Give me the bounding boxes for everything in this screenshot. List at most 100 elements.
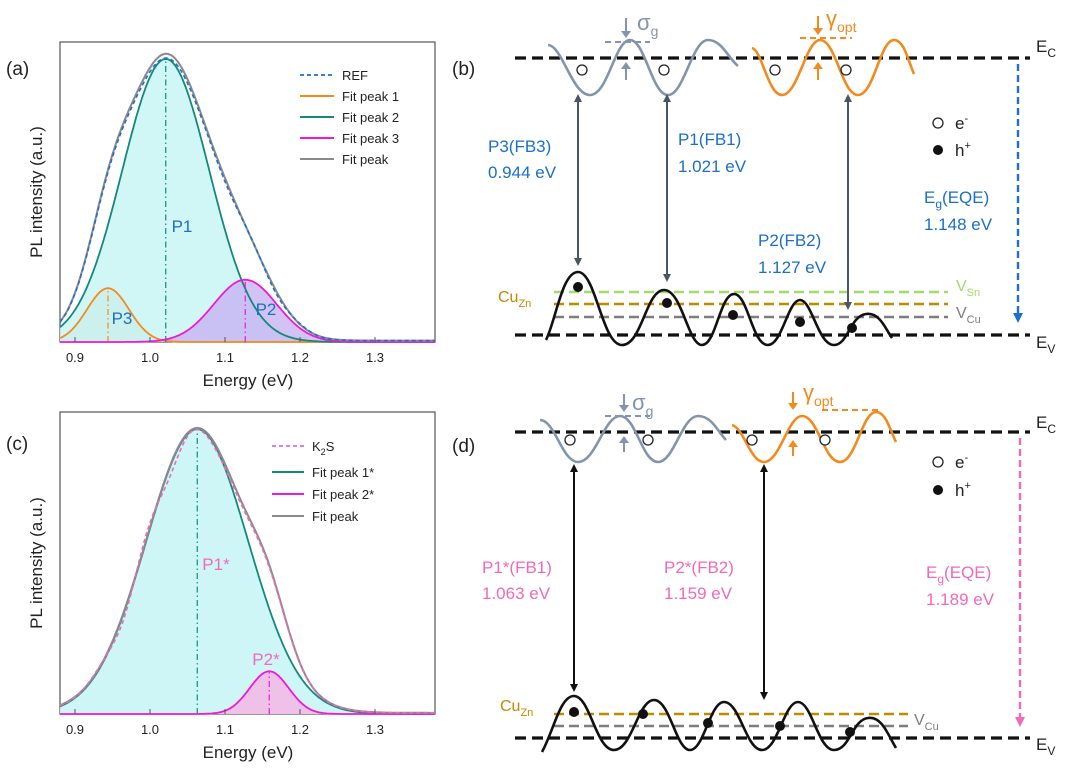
- x-tick-label: 1.0: [141, 350, 159, 365]
- legend-electron: e-: [955, 113, 968, 133]
- electron-d-2: [642, 434, 654, 446]
- gamma-label-d: γopt: [803, 380, 834, 409]
- x-tick-label: 1.0: [141, 722, 159, 737]
- transition-p2-energy: 1.127 eV: [758, 258, 827, 277]
- panel-a-plot: [59, 52, 435, 343]
- legend-hole-symbol-d: [933, 485, 943, 495]
- series-line-measured: [59, 57, 435, 342]
- panel-c-xlabel: Energy (eV): [203, 743, 294, 762]
- transition-p1-energy: 1.021 eV: [678, 157, 747, 176]
- panel-a: (a) 0.9 1.0 1.1 1.2 1.3 Energy (eV) PL inten…: [6, 41, 436, 390]
- peak-label-p2: P2: [256, 300, 277, 319]
- peak-fill-2: [60, 671, 435, 714]
- vcu-label: VCu: [956, 305, 981, 326]
- bandgap-value: 1.148 eV: [924, 215, 993, 234]
- gaussian-cb-tail-gray: [547, 38, 739, 97]
- series-line-fit-peak-sum: [59, 426, 435, 714]
- peak-label-p3: P3: [112, 309, 133, 328]
- panel-c: (c) 0.9 1.0 1.1 1.2 1.3 Energy (eV) PL inten…: [6, 411, 436, 762]
- sigma-arrowhead-down: [621, 31, 631, 38]
- hole-d-1: [569, 707, 579, 717]
- sigma-arrowhead-up: [621, 62, 631, 69]
- x-tick-label: 0.9: [66, 722, 84, 737]
- legend-fit-peak-2: Fit peak 2: [342, 110, 399, 125]
- x-tick-label: 0.9: [66, 350, 84, 365]
- hole-1: [573, 282, 583, 292]
- panel-d: (d) EC EV σg γopt e- h+ CuZn VCu: [452, 380, 1056, 758]
- peak-label-p1-star: P1*: [202, 555, 230, 574]
- legend-fit-peak-c: Fit peak: [312, 509, 359, 524]
- vsn-label: VSn: [956, 278, 980, 299]
- gamma-label: γopt: [826, 6, 857, 35]
- x-tick-label: 1.1: [216, 722, 234, 737]
- panel-b-letter: (b): [452, 59, 475, 80]
- gamma-arrowhead-down-d: [788, 403, 798, 410]
- panel-d-letter: (d): [452, 436, 475, 457]
- cuzn-label-d: CuZn: [500, 698, 533, 719]
- electron-d-3: [746, 434, 758, 446]
- transition-p2-star-name: P2*(FB2): [664, 558, 734, 577]
- ev-label: EV: [1036, 333, 1055, 356]
- legend-ref: REF: [342, 68, 368, 83]
- electron-2: [658, 64, 670, 76]
- panel-a-letter: (a): [6, 59, 29, 80]
- ev-label-d: EV: [1036, 735, 1055, 758]
- peak-label-p2-star: P2*: [252, 650, 280, 669]
- cuzn-label: CuZn: [498, 289, 531, 310]
- transition-p3-energy: 0.944 eV: [488, 163, 557, 182]
- panel-c-ticks: 0.9 1.0 1.1 1.2 1.3: [66, 709, 384, 737]
- transition-p2-name: P2(FB2): [758, 231, 821, 250]
- ec-label: EC: [1036, 37, 1056, 60]
- gaussian-cb-tail-orange: [751, 38, 916, 97]
- legend-fit-peak-1: Fit peak 1: [342, 89, 399, 104]
- x-tick-label: 1.2: [291, 722, 309, 737]
- electron-d-1: [564, 434, 576, 446]
- legend-hole-d: h+: [955, 480, 971, 500]
- legend-fit-peak-3: Fit peak 3: [342, 131, 399, 146]
- x-tick-label: 1.3: [366, 350, 384, 365]
- bandgap-value-d: 1.189 eV: [926, 590, 995, 609]
- electron-d-4: [819, 434, 831, 446]
- gamma-arrowhead-down: [813, 28, 823, 35]
- vcu-label-d: VCu: [914, 712, 939, 733]
- panel-b: (b) EC EV σg γopt e- h+ CuZ: [452, 6, 1056, 356]
- hole-5: [847, 323, 857, 333]
- sigma-label-d: σg: [632, 390, 653, 419]
- legend-fit-peak-2-star: Fit peak 2*: [312, 487, 374, 502]
- transition-p1-star-energy: 1.063 eV: [482, 584, 551, 603]
- sigma-arrowhead-up-d: [619, 436, 629, 443]
- hole-2: [662, 298, 672, 308]
- panel-c-letter: (c): [6, 434, 28, 455]
- panel-c-plot: [59, 426, 435, 715]
- hole-d-5: [845, 727, 855, 737]
- electron-1: [576, 64, 588, 76]
- sigma-arrowhead-down-d: [619, 405, 629, 412]
- x-tick-label: 1.2: [291, 350, 309, 365]
- hole-d-4: [775, 721, 785, 731]
- gamma-arrowhead-up: [813, 62, 823, 69]
- panel-c-legend: K2S Fit peak 1* Fit peak 2* Fit peak: [272, 439, 374, 524]
- electron-4: [840, 64, 852, 76]
- peak-fill-2: [60, 59, 435, 342]
- bandgap-label-d: Eg(EQE): [926, 563, 991, 586]
- series-line-fit-peak-3: [60, 278, 435, 343]
- legend-fit-peak-1-star: Fit peak 1*: [312, 465, 374, 480]
- legend-k2s: K2S: [312, 439, 335, 457]
- valence-band-tail: [544, 270, 894, 347]
- transition-p1-name: P1(FB1): [678, 130, 741, 149]
- peak-label-p1: P1: [172, 217, 193, 236]
- bandgap-label: Eg(EQE): [924, 188, 989, 211]
- panel-c-ylabel: PL intensity (a.u.): [27, 497, 46, 629]
- legend-electron-symbol: [932, 117, 944, 129]
- transition-p2-star-energy: 1.159 eV: [664, 584, 733, 603]
- hole-d-3: [703, 718, 713, 728]
- valence-band-tail-d: [540, 694, 898, 753]
- legend-hole: h+: [955, 140, 971, 160]
- sigma-label: σg: [637, 10, 658, 39]
- legend-electron-symbol-d: [932, 456, 944, 468]
- panel-a-ticks: 0.9 1.0 1.1 1.2 1.3: [66, 337, 384, 365]
- peak-fill-1: [60, 429, 435, 714]
- hole-3: [728, 310, 738, 320]
- legend-fit-peak: Fit peak: [342, 152, 389, 167]
